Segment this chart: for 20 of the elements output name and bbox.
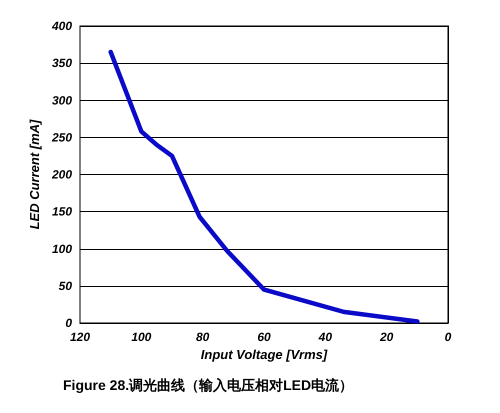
x-tick-label: 20: [378, 330, 394, 344]
x-tick-label: 100: [131, 330, 152, 344]
text: Figure 28.调光曲线（输入电压相对LED电流）: [63, 377, 354, 393]
y-tick-label: 50: [58, 278, 72, 293]
y-tick-label: 350: [52, 56, 72, 70]
y-tick-label: 100: [52, 242, 72, 256]
x-tick-label: 0: [444, 330, 452, 344]
x-axis-title: Input Voltage [Vrms]: [200, 346, 328, 362]
x-tick-label: 60: [257, 330, 271, 344]
y-tick-label: 0: [65, 316, 72, 330]
line-series: [108, 50, 420, 324]
y-tick-label: 250: [50, 130, 72, 144]
x-tick-label: 120: [70, 330, 90, 344]
y-tick-label: 200: [50, 168, 72, 182]
y-tick-label: 400: [50, 19, 72, 33]
x-tick-label: 80: [196, 330, 210, 344]
y-tick-label: 150: [52, 204, 72, 219]
y-tick-label: 300: [52, 93, 72, 108]
y-axis-title: LED Current [mA]: [27, 118, 42, 230]
x-tick-label: 40: [318, 330, 332, 344]
